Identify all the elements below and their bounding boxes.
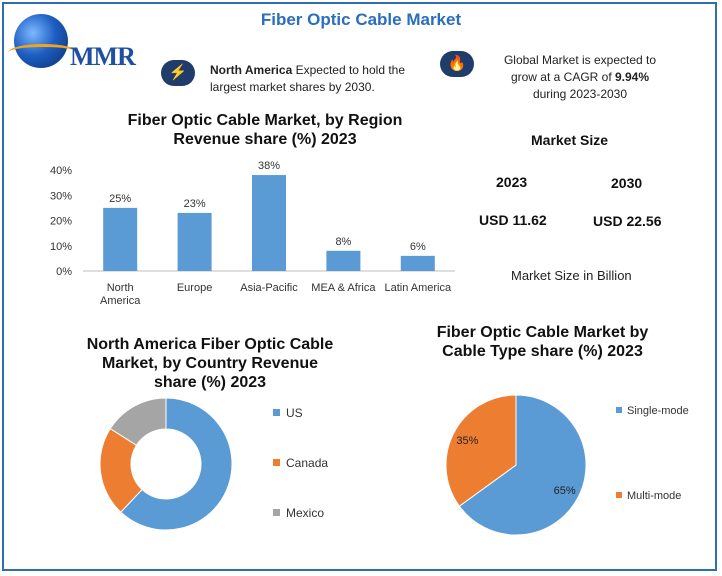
- bar-data-label: 38%: [258, 160, 280, 172]
- pie-chart-title-line1: Fiber Optic Cable Market by: [436, 324, 649, 341]
- bar-chart-title-line1: Fiber Optic Cable Market, by Region: [127, 112, 403, 129]
- y-tick-label: 10%: [50, 241, 72, 253]
- y-tick-label: 20%: [50, 216, 72, 228]
- pie-legend-label: Multi-mode: [627, 490, 681, 502]
- donut-legend-label: Canada: [286, 456, 328, 470]
- north-america-note: North America Expected to hold the large…: [210, 62, 430, 96]
- global-cagr: 9.94%: [615, 70, 650, 84]
- market-size-year-2030: 2030: [611, 175, 643, 191]
- pie-chart-title-line2: Cable Type share (%) 2023: [442, 343, 643, 360]
- bar-data-label: 6%: [410, 241, 426, 253]
- bar-3: [326, 250, 361, 271]
- global-line2: grow at a CAGR of: [510, 70, 615, 84]
- pie-legend-swatch: [616, 492, 622, 498]
- logo-swoosh: [8, 44, 78, 61]
- donut-slice-2: [109, 397, 167, 446]
- pie-data-label: 65%: [554, 485, 576, 497]
- donut-chart-title-line1: North America Fiber Optic Cable: [86, 336, 334, 353]
- page-title: Fiber Optic Cable Market: [260, 10, 462, 29]
- pie-slice-0: [458, 394, 587, 536]
- y-tick-label: 40%: [50, 165, 72, 177]
- pie-legend-swatch: [616, 407, 622, 413]
- donut-legend-swatch: [273, 459, 280, 466]
- north-america-bold: North America: [210, 63, 293, 77]
- x-tick-label: Asia-Pacific: [240, 282, 298, 294]
- x-tick-label: Latin America: [384, 282, 452, 294]
- bar-data-label: 25%: [109, 193, 131, 205]
- logo-text: MMR: [70, 42, 136, 71]
- bar-data-label: 8%: [335, 236, 351, 248]
- donut-chart-title-line2: Market, by Country Revenue: [101, 355, 319, 372]
- donut-legend-label: US: [286, 406, 303, 420]
- x-tick-label: America: [100, 295, 141, 307]
- y-tick-label: 30%: [50, 190, 72, 202]
- global-line1: Global Market is expected to: [503, 53, 657, 67]
- y-tick-label: 0%: [56, 266, 72, 278]
- global-line3: during 2023-2030: [532, 87, 628, 101]
- market-size-value-2030: USD 22.56: [593, 213, 662, 229]
- bar-4: [400, 255, 435, 271]
- bar-chart-title-line2: Revenue share (%) 2023: [173, 131, 357, 148]
- market-size-note: Market Size in Billion: [511, 268, 632, 283]
- bar-data-label: 23%: [184, 198, 206, 210]
- bar-2: [252, 175, 286, 271]
- donut-legend-swatch: [273, 509, 280, 516]
- north-america-line2: largest market shares by 2030.: [210, 80, 375, 94]
- x-tick-label: North: [107, 282, 134, 294]
- lightning-icon: ⚡: [161, 60, 195, 86]
- market-size-year-2023: 2023: [496, 174, 528, 190]
- north-america-line1: Expected to hold the: [295, 63, 406, 77]
- donut-chart-title-line3: share (%) 2023: [153, 374, 267, 391]
- bar-0: [103, 207, 138, 271]
- x-tick-label: Europe: [177, 282, 212, 294]
- donut-chart-title: North America Fiber Optic Cable Market, …: [60, 335, 360, 392]
- donut-legend-swatch: [273, 409, 280, 416]
- donut-legend-label: Mexico: [286, 506, 324, 520]
- bar-chart-title: Fiber Optic Cable Market, by Region Reve…: [100, 111, 430, 149]
- x-tick-label: MEA & Africa: [311, 282, 376, 294]
- donut-slice-0: [120, 397, 233, 531]
- flame-icon: 🔥: [440, 51, 474, 77]
- market-size-value-2023: USD 11.62: [479, 212, 547, 228]
- pie-data-label: 35%: [456, 435, 478, 447]
- market-size-heading: Market Size: [531, 132, 609, 148]
- infographic-frame: [2, 2, 717, 571]
- bar-1: [177, 212, 212, 271]
- pie-slice-1: [445, 394, 517, 507]
- global-note: Global Market is expected to grow at a C…: [482, 52, 678, 103]
- pie-legend-label: Single-mode: [627, 405, 689, 417]
- pie-chart-title: Fiber Optic Cable Market by Cable Type s…: [405, 323, 680, 361]
